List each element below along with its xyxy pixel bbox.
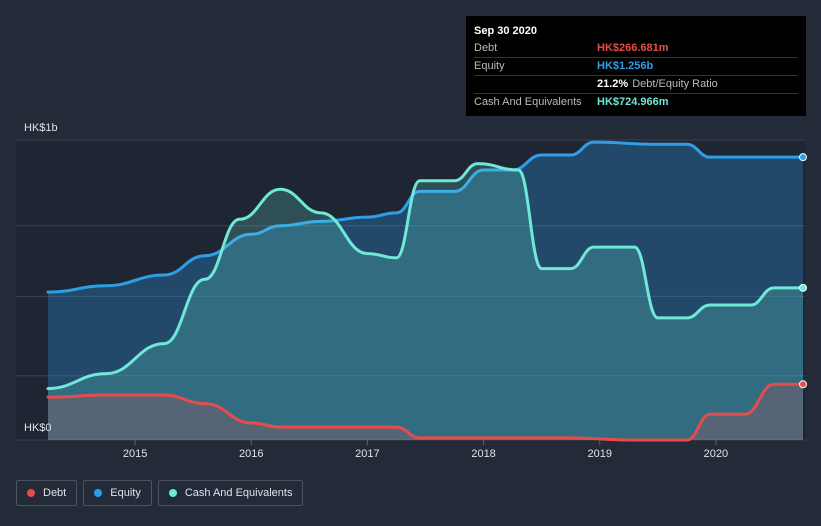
x-tick-label: 2015 <box>123 448 147 460</box>
legend-debt[interactable]: Debt <box>16 480 78 506</box>
tooltip-cash-value: HK$724.966m <box>597 96 669 108</box>
gridlines <box>16 139 805 441</box>
debt-line <box>46 382 805 442</box>
x-tick-label: 2020 <box>704 448 728 460</box>
tooltip-cash-row: Cash And Equivalents HK$724.966m <box>474 94 798 111</box>
cash-dot-icon <box>168 489 177 497</box>
x-tick-label: 2018 <box>471 448 495 460</box>
tooltip-debt-label: Debt <box>474 42 498 54</box>
x-tick-label: 2016 <box>239 448 263 460</box>
equity-line <box>46 140 805 294</box>
legend-equity-label: Equity <box>110 487 141 499</box>
debt-end-marker <box>799 380 807 389</box>
legend-cash-label: Cash And Equivalents <box>184 487 293 499</box>
debt-dot-icon <box>27 489 35 497</box>
legend-cash[interactable]: Cash And Equivalents <box>157 480 304 506</box>
tooltip-ratio-row: 21.2% Debt/Equity Ratio <box>474 76 798 94</box>
tooltip-equity-row: Equity HK$1.256b <box>474 58 798 76</box>
legend: Debt Equity Cash And Equivalents <box>16 480 309 506</box>
plot-background <box>16 140 805 440</box>
tooltip-cash-label: Cash And Equivalents <box>474 96 582 108</box>
x-tick-label: 2019 <box>587 448 611 460</box>
tooltip-date: Sep 30 2020 <box>474 25 537 37</box>
data-tooltip: Sep 30 2020 Debt HK$266.681m Equity HK$1… <box>466 16 806 116</box>
legend-debt-label: Debt <box>43 487 67 499</box>
tooltip-equity-value: HK$1.256b <box>597 60 654 72</box>
legend-equity[interactable]: Equity <box>83 480 152 506</box>
y-axis-bottom-label: HK$0 <box>24 422 52 434</box>
tooltip-equity-label: Equity <box>474 60 505 72</box>
equity-end-marker <box>799 153 807 162</box>
tooltip-ratio-label: Debt/Equity Ratio <box>632 78 718 90</box>
cash-line <box>46 162 805 391</box>
x-axis: 2015 2016 2017 2018 2019 2020 <box>123 440 728 460</box>
tooltip-debt-value: HK$266.681m <box>597 42 669 54</box>
cash-area <box>48 163 803 441</box>
tooltip-ratio-value: 21.2% <box>597 78 629 90</box>
equity-dot-icon <box>94 489 103 497</box>
equity-area <box>48 142 803 440</box>
series-layer <box>46 140 807 442</box>
tooltip-debt-row: Debt HK$266.681m <box>474 40 798 58</box>
x-tick-label: 2017 <box>355 448 379 460</box>
y-axis-top-label: HK$1b <box>24 122 58 134</box>
debt-area <box>48 384 803 440</box>
cash-end-marker <box>799 283 807 292</box>
